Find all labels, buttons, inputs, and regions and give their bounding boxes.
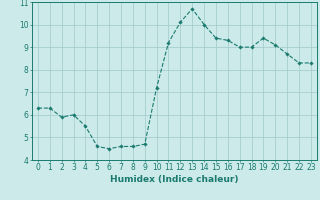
X-axis label: Humidex (Indice chaleur): Humidex (Indice chaleur) (110, 175, 239, 184)
